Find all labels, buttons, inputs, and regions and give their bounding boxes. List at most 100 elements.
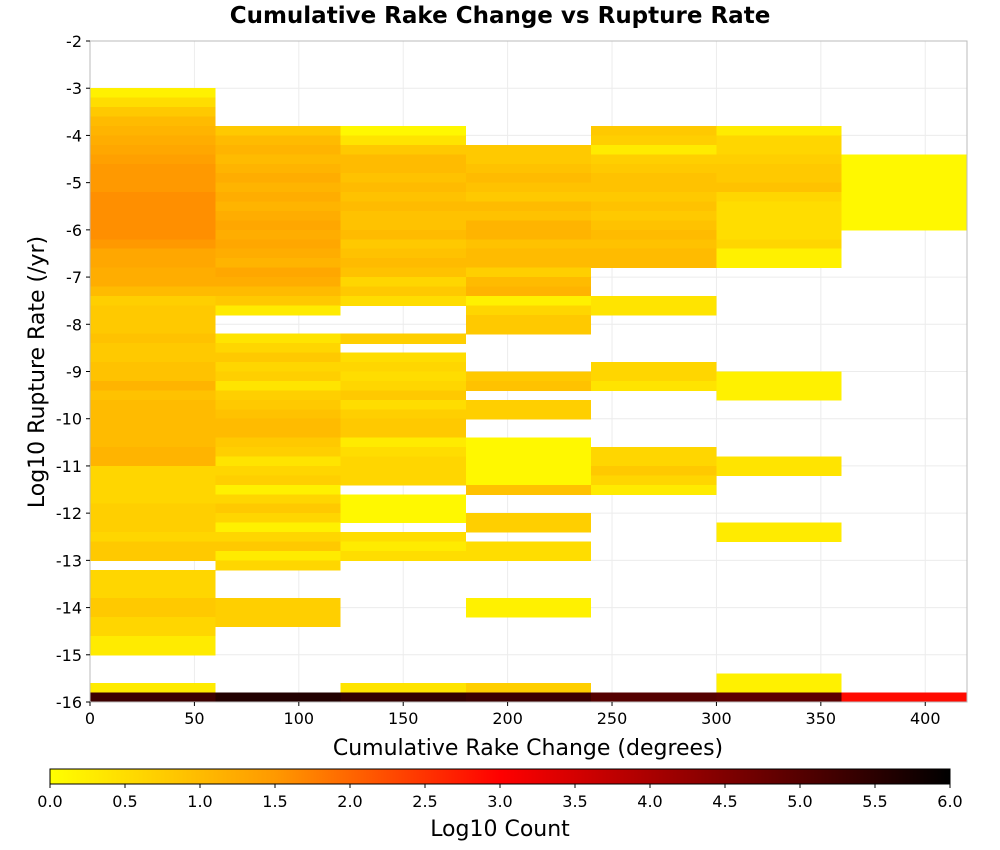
y-tick-label: -13: [56, 551, 82, 570]
heatmap-cell: [340, 550, 466, 561]
heatmap-cell: [340, 362, 466, 373]
x-tick-label: 100: [284, 709, 315, 728]
y-tick-label: -2: [66, 32, 82, 51]
x-tick-label: 200: [492, 709, 523, 728]
heatmap-cell: [215, 560, 341, 571]
heatmap-cell: [591, 380, 717, 391]
heatmap-cell: [716, 154, 842, 165]
heatmap-cell: [215, 182, 341, 193]
heatmap-cell: [340, 201, 466, 212]
y-axis-label: Log10 Rupture Rate (/yr): [25, 236, 50, 508]
heatmap-cell: [465, 513, 592, 524]
heatmap-cell: [215, 267, 341, 278]
heatmap-cell: [215, 484, 341, 495]
heatmap-cell: [340, 135, 466, 146]
heatmap-cell: [215, 399, 341, 410]
heatmap-cell: [90, 135, 216, 146]
colorbar-tick-label: 0.0: [37, 792, 62, 811]
heatmap-cells: [90, 88, 967, 703]
heatmap-cell: [340, 503, 466, 514]
heatmap-cell: [215, 532, 341, 543]
heatmap-cell: [90, 229, 216, 240]
x-tick-label: 0: [85, 709, 95, 728]
heatmap-cell: [90, 399, 216, 410]
heatmap-cell: [340, 182, 466, 193]
heatmap-cell: [591, 182, 717, 193]
heatmap-cell: [465, 371, 592, 382]
heatmap-cell: [716, 465, 842, 476]
heatmap-cell: [340, 239, 466, 250]
heatmap-cell: [465, 182, 592, 193]
heatmap-cell: [340, 173, 466, 184]
heatmap-cell: [215, 239, 341, 250]
heatmap-cell: [465, 550, 592, 561]
heatmap-cell: [215, 286, 341, 297]
heatmap-cell: [465, 692, 592, 703]
colorbar-tick-label: 4.5: [712, 792, 737, 811]
x-tick-label: 150: [388, 709, 419, 728]
heatmap-cell: [340, 437, 466, 448]
heatmap-cell: [465, 286, 592, 297]
heatmap-cell: [465, 248, 592, 259]
heatmap-cell: [716, 371, 842, 382]
heatmap-cell: [90, 201, 216, 212]
heatmap-cell: [90, 645, 216, 656]
heatmap-cell: [841, 692, 967, 703]
heatmap-cell: [591, 220, 717, 231]
heatmap-cell: [90, 626, 216, 637]
y-tick-label: -11: [56, 457, 82, 476]
heatmap-cell: [90, 352, 216, 363]
chart-title: Cumulative Rake Change vs Rupture Rate: [230, 3, 771, 29]
heatmap-cell: [340, 258, 466, 269]
y-tick-label: -14: [56, 599, 82, 618]
heatmap-cell: [340, 494, 466, 505]
heatmap-cell: [340, 267, 466, 278]
heatmap-cell: [340, 210, 466, 222]
heatmap-cell: [465, 305, 592, 316]
colorbar-ticks: 0.0 0.5 1.0 1.5 2.0 2.5 3.0 3.5 4.0 4.5 5.0 5.5 6.0: [37, 784, 963, 811]
colorbar-tick-label: 2.0: [337, 792, 362, 811]
heatmap-cell: [841, 182, 967, 193]
heatmap-cell: [90, 598, 216, 609]
colorbar-tick-label: 1.0: [187, 792, 212, 811]
heatmap-cell: [90, 258, 216, 269]
heatmap-cell: [591, 239, 717, 250]
heatmap-cell: [90, 579, 216, 590]
heatmap-cell: [591, 248, 717, 259]
heatmap-cell: [215, 607, 341, 618]
heatmap-cell: [340, 532, 466, 543]
heatmap-cell: [340, 683, 466, 694]
heatmap-cell: [215, 437, 341, 448]
heatmap-cell: [90, 267, 216, 278]
heatmap-cell: [465, 399, 592, 410]
heatmap-cell: [340, 333, 466, 344]
heatmap-cell: [340, 465, 466, 476]
heatmap-cell: [90, 532, 216, 543]
heatmap-cell: [215, 343, 341, 354]
heatmap-cell: [716, 258, 842, 269]
heatmap-cell: [90, 324, 216, 335]
heatmap-cell: [90, 239, 216, 250]
colorbar-label: Log10 Count: [430, 817, 570, 842]
heatmap-cell: [340, 428, 466, 439]
heatmap-cell: [215, 173, 341, 184]
heatmap-cell: [90, 409, 216, 420]
y-tick-label: -15: [56, 646, 82, 665]
y-tick-label: -6: [66, 221, 82, 240]
heatmap-cell: [591, 173, 717, 184]
colorbar-tick-label: 2.5: [412, 792, 437, 811]
heatmap-cell: [90, 522, 216, 533]
heatmap-cell: [340, 229, 466, 240]
heatmap-cell: [340, 380, 466, 391]
heatmap-cell: [591, 192, 717, 203]
heatmap-cell: [340, 371, 466, 382]
heatmap-cell: [465, 380, 592, 391]
heatmap-cell: [90, 418, 216, 429]
heatmap-cell: [215, 362, 341, 373]
heatmap-cell: [716, 390, 842, 401]
colorbar-tick-label: 6.0: [937, 792, 962, 811]
heatmap-cell: [591, 163, 717, 174]
heatmap-cell: [465, 144, 592, 155]
heatmap-cell: [215, 125, 341, 137]
